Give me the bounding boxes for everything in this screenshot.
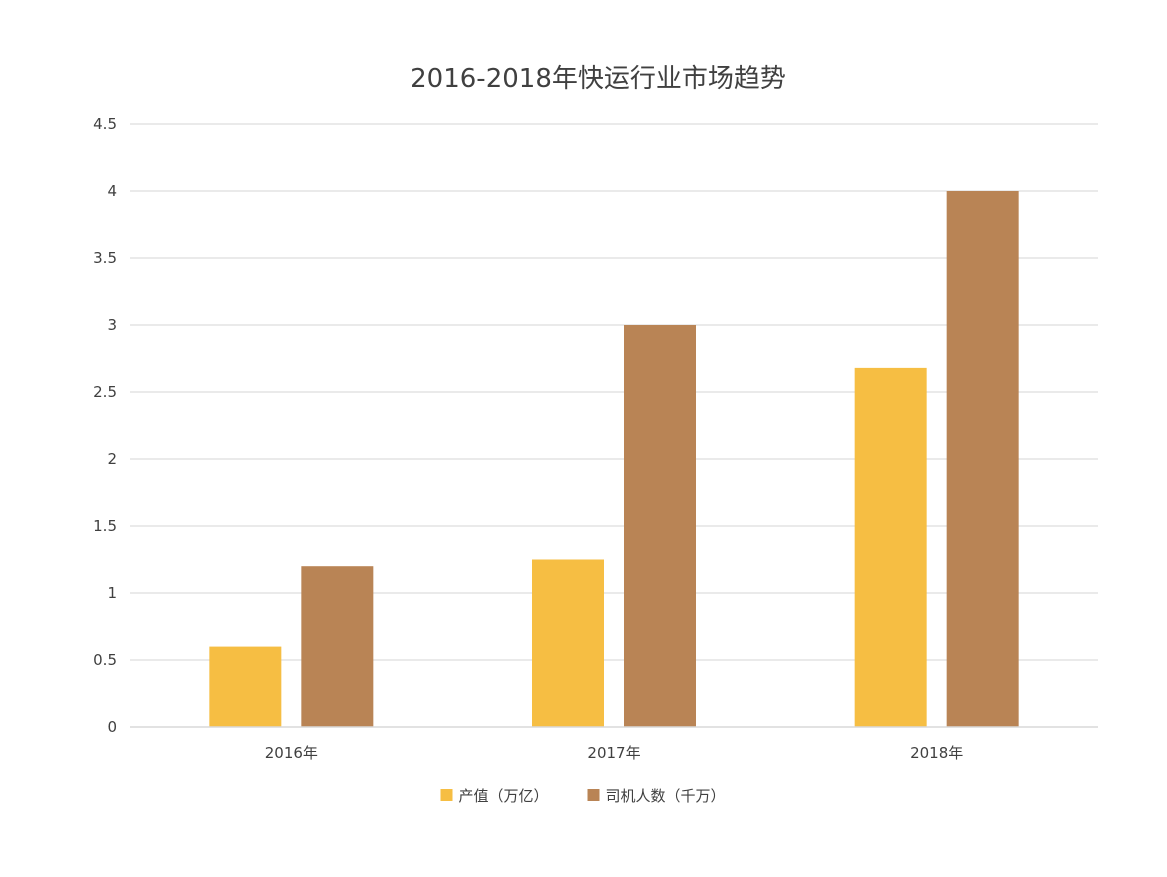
- y-tick-label: 4.5: [93, 115, 117, 133]
- legend-swatch: [587, 789, 600, 801]
- y-tick-label: 3: [107, 316, 117, 334]
- y-axis-ticks: 0 0.5 1 1.5 2 2.5 3 3.5 4 4.5: [93, 115, 117, 736]
- legend-swatch: [440, 789, 453, 801]
- y-tick-label: 4: [107, 182, 117, 200]
- gridlines: [130, 123, 1098, 661]
- y-tick-label: 2.5: [93, 383, 117, 401]
- legend-label: 产值（万亿）: [459, 787, 549, 805]
- x-tick-label: 2018年: [910, 744, 963, 762]
- x-axis-ticks: 2016年 2017年 2018年: [265, 744, 964, 762]
- y-tick-label: 1.5: [93, 517, 117, 535]
- x-tick-label: 2016年: [265, 744, 318, 762]
- bar-output-value: [209, 646, 282, 727]
- chart-title: 2016-2018年快运行业市场趋势: [410, 64, 786, 94]
- y-tick-label: 3.5: [93, 249, 117, 267]
- bar-output-value: [532, 559, 604, 727]
- y-tick-label: 0: [107, 718, 117, 736]
- legend-label: 司机人数（千万）: [606, 787, 726, 805]
- bar-driver-count: [301, 566, 374, 727]
- y-tick-label: 0.5: [93, 651, 117, 669]
- y-tick-label: 1: [107, 584, 117, 602]
- x-tick-label: 2017年: [587, 744, 640, 762]
- bar-output-value: [854, 367, 927, 727]
- bar-driver-count: [946, 191, 1019, 727]
- bar-driver-count: [624, 325, 696, 727]
- y-tick-label: 2: [107, 450, 117, 468]
- bars: [209, 191, 1019, 727]
- legend: 产值（万亿） 司机人数（千万）: [440, 787, 726, 805]
